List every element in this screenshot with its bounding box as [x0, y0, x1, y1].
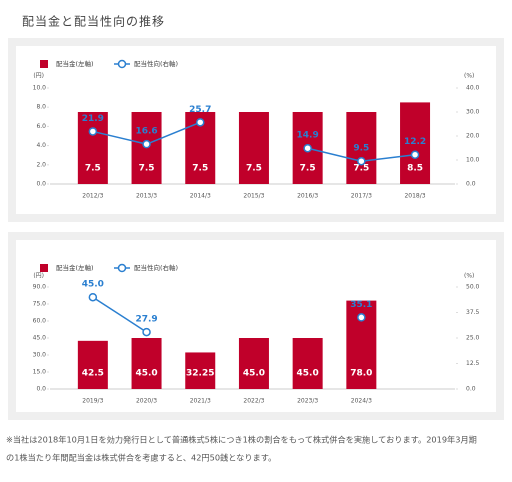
y-tick-label: 15.0 [33, 369, 47, 376]
line-label: 25.7 [189, 105, 211, 115]
y-tick-label: 60.0 [33, 318, 47, 325]
bar [238, 338, 269, 389]
line-label: 45.0 [82, 280, 104, 290]
legend-swatch [117, 59, 127, 69]
bar [292, 338, 323, 389]
line-marker [357, 313, 366, 322]
x-tick-label: 2015/3 [243, 193, 264, 200]
line-marker [142, 327, 151, 337]
y-tick-label: 10.0 [33, 85, 47, 92]
bar [185, 352, 216, 389]
x-tick-label: 2013/3 [136, 193, 157, 200]
y-tick-label: 6.0 [36, 123, 46, 130]
bar-label: 7.5 [192, 164, 208, 174]
y-tick-label: 0.0 [36, 181, 46, 188]
line-marker [196, 118, 205, 127]
y2-tick-label: 0.0 [466, 386, 476, 393]
line-label: 14.9 [297, 131, 319, 141]
line-label: 27.9 [135, 315, 157, 325]
bar-label: 45.0 [243, 369, 265, 379]
x-tick-label: 2016/3 [297, 193, 318, 200]
bar [77, 112, 108, 184]
line-label: 12.2 [404, 137, 426, 147]
y2-tick-label: 10.0 [466, 157, 480, 164]
y-unit: (円) [33, 73, 44, 80]
bar-label: 7.5 [246, 164, 262, 174]
y-tick-label: 8.0 [36, 104, 46, 111]
y-tick-label: 90.0 [33, 284, 47, 291]
line-marker [142, 139, 151, 149]
x-tick-label: 2022/3 [243, 398, 264, 405]
y2-unit: (%) [464, 73, 474, 80]
bar [77, 340, 108, 389]
y2-unit: (%) [464, 273, 474, 280]
y2-tick-label: 50.0 [466, 284, 480, 291]
bar-label: 45.0 [135, 369, 157, 379]
legend-swatch [40, 264, 48, 272]
legend-swatch [117, 263, 127, 273]
y-unit: (円) [33, 273, 44, 280]
bar-label: 7.5 [85, 164, 101, 174]
line-label: 35.1 [350, 300, 372, 310]
line-marker [410, 150, 420, 159]
bar [131, 338, 162, 389]
bar [238, 112, 269, 184]
line-label: 16.6 [135, 127, 157, 137]
y2-tick-label: 30.0 [466, 109, 480, 116]
line-marker [303, 143, 312, 153]
x-tick-label: 2023/3 [297, 398, 318, 405]
y-tick-label: 4.0 [36, 142, 46, 149]
note: の1株当たり年間配当金は株式併合を考慮すると、42円50銭となります。 [6, 453, 276, 463]
y-tick-label: 45.0 [33, 335, 47, 342]
y-tick-label: 0.0 [36, 386, 46, 393]
bar-label: 7.5 [353, 164, 369, 174]
x-tick-label: 2020/3 [136, 398, 157, 405]
y2-tick-label: 25.0 [466, 335, 480, 342]
x-tick-label: 2012/3 [82, 193, 103, 200]
bar-label: 32.25 [186, 369, 214, 379]
y-tick-label: 2.0 [36, 161, 46, 168]
legend-label: 配当性向(右軸) [134, 59, 178, 68]
note: ※当社は2018年10月1日を効力発行日として普通株式5株につき1株の割合をもっ… [6, 435, 477, 445]
bar-label: 78.0 [350, 369, 372, 379]
bar-label: 42.5 [82, 369, 104, 379]
y-tick-label: 75.0 [33, 301, 47, 308]
y2-tick-label: 20.0 [466, 133, 480, 140]
x-tick-label: 2018/3 [404, 193, 425, 200]
bar [346, 112, 377, 184]
y-tick-label: 30.0 [33, 352, 47, 359]
legend-label: 配当金(左軸) [56, 59, 94, 68]
line-label: 9.5 [353, 144, 369, 154]
x-tick-label: 2019/3 [82, 398, 103, 405]
heading: 配当金と配当性向の推移 [22, 14, 165, 29]
line-marker [357, 156, 366, 166]
legend-swatch [40, 60, 48, 68]
x-tick-label: 2024/3 [351, 398, 372, 405]
bar-label: 7.5 [300, 164, 316, 174]
y2-tick-label: 40.0 [466, 85, 480, 92]
legend-label: 配当性向(右軸) [134, 263, 178, 272]
x-tick-label: 2021/3 [190, 398, 211, 405]
y2-tick-label: 37.5 [466, 309, 480, 316]
line-marker [88, 292, 98, 302]
bar [400, 102, 431, 184]
x-tick-label: 2017/3 [351, 193, 372, 200]
y2-tick-label: 0.0 [466, 181, 476, 188]
line-marker [88, 127, 98, 136]
x-tick-label: 2014/3 [190, 193, 211, 200]
bar-label: 8.5 [407, 164, 423, 174]
bar-label: 7.5 [139, 164, 155, 174]
line-label: 21.9 [82, 114, 104, 124]
y2-tick-label: 12.5 [466, 360, 480, 367]
bar-label: 45.0 [297, 369, 319, 379]
legend-label: 配当金(左軸) [56, 263, 94, 272]
